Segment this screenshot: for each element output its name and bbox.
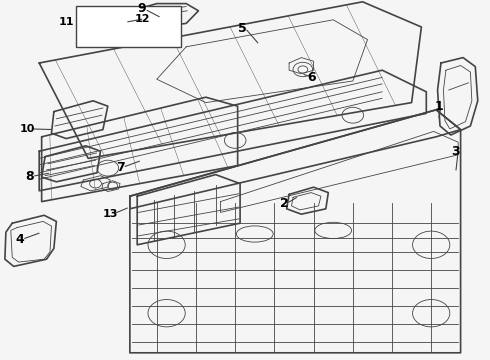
Text: 8: 8 — [25, 170, 34, 183]
Text: 7: 7 — [116, 161, 124, 174]
Text: 3: 3 — [451, 145, 460, 158]
Text: 12: 12 — [134, 14, 150, 24]
Text: 1: 1 — [434, 100, 443, 113]
Text: 9: 9 — [138, 3, 147, 15]
Circle shape — [94, 23, 102, 29]
Text: 4: 4 — [15, 233, 24, 246]
Text: 11: 11 — [58, 17, 74, 27]
Bar — [76, 6, 181, 47]
Text: 10: 10 — [19, 124, 35, 134]
Text: 5: 5 — [238, 22, 247, 35]
Text: 6: 6 — [307, 71, 316, 84]
Text: 13: 13 — [102, 209, 118, 219]
Text: 2: 2 — [280, 197, 289, 210]
